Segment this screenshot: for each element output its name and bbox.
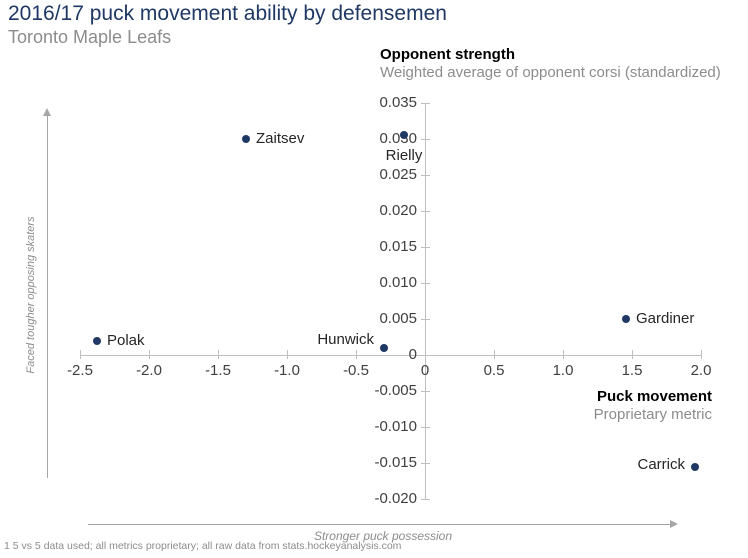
x-axis-tick-label: 0.5	[483, 362, 505, 379]
x-axis-tick	[218, 350, 219, 359]
chart-title: 2016/17 puck movement ability by defense…	[8, 2, 447, 25]
y-axis-tick	[421, 175, 430, 176]
y-axis-tick-label: -0.010	[374, 418, 417, 435]
x-axis-subtitle: Proprietary metric	[593, 406, 712, 423]
y-axis-tick	[421, 211, 430, 212]
y-axis-line	[425, 103, 426, 499]
y-axis-tick-label: 0.035	[379, 94, 417, 111]
x-direction-arrow-head-icon	[670, 520, 678, 528]
x-axis-tick	[632, 350, 633, 359]
y-axis-tick	[421, 499, 430, 500]
y-axis-subtitle: Weighted average of opponent corsi (stan…	[380, 64, 721, 81]
x-axis-tick	[287, 350, 288, 359]
y-axis-tick	[421, 247, 430, 248]
y-direction-arrow-label: Faced tougher opposing skaters	[25, 216, 37, 374]
y-axis-tick	[421, 391, 430, 392]
x-axis-title: Puck movement	[596, 388, 712, 405]
footnote: 1 5 vs 5 data used; all metrics propriet…	[4, 540, 402, 552]
data-point	[93, 337, 101, 345]
y-axis-tick-label: 0.010	[379, 274, 417, 291]
y-axis-tick-label: 0.015	[379, 238, 417, 255]
x-axis-tick	[563, 350, 564, 359]
x-axis-tick	[494, 350, 495, 359]
y-axis-tick	[421, 463, 430, 464]
x-axis-tick-label: 1.5	[621, 362, 643, 379]
data-point	[400, 131, 408, 139]
point-label: Carrick	[637, 456, 686, 473]
y-axis-tick-label: 0.005	[379, 310, 417, 327]
y-axis-tick-label: 0	[408, 346, 417, 363]
data-point	[242, 135, 250, 143]
y-axis-tick	[421, 355, 430, 356]
y-axis-title: Opponent strength	[380, 46, 515, 63]
y-axis-header: Opponent strength Weighted average of op…	[380, 46, 721, 82]
data-point	[622, 315, 630, 323]
x-axis-tick-label: -1.5	[205, 362, 231, 379]
y-axis-tick	[421, 283, 430, 284]
x-axis-header: Puck movement Proprietary metric	[594, 388, 712, 424]
y-axis-tick-label: -0.015	[374, 454, 417, 471]
point-label: Polak	[107, 332, 145, 349]
x-axis-tick-label: -2.5	[67, 362, 93, 379]
y-axis-tick-label: -0.020	[374, 490, 417, 507]
y-axis-tick	[421, 319, 430, 320]
y-axis-tick-label: 0.020	[379, 202, 417, 219]
x-axis-tick	[701, 350, 702, 359]
y-axis-tick	[421, 139, 430, 140]
point-label: Gardiner	[636, 310, 695, 327]
x-axis-tick	[425, 350, 426, 359]
x-direction-arrow-label: Stronger puck possession	[313, 529, 453, 543]
x-axis-tick-label: 2.0	[690, 362, 712, 379]
x-axis-tick-label: -0.5	[343, 362, 369, 379]
y-direction-arrow-head-icon	[43, 108, 51, 116]
y-axis-tick-label: 0.025	[379, 166, 417, 183]
x-axis-tick	[149, 350, 150, 359]
x-axis-tick-label: -2.0	[136, 362, 162, 379]
x-axis-tick	[356, 350, 357, 359]
chart-subtitle: Toronto Maple Leafs	[8, 27, 172, 47]
x-axis-tick-label: 1.0	[552, 362, 574, 379]
y-direction-arrow-line	[47, 116, 48, 478]
x-axis-tick-label: -1.0	[274, 362, 300, 379]
x-direction-arrow-line	[88, 524, 671, 525]
x-axis-line	[80, 355, 701, 356]
data-point	[691, 463, 699, 471]
data-point	[380, 344, 388, 352]
x-axis-tick	[80, 350, 81, 359]
point-label: Zaitsev	[256, 130, 305, 147]
y-axis-tick	[421, 427, 430, 428]
y-axis-tick-label: -0.005	[374, 382, 417, 399]
point-label: Hunwick	[317, 331, 374, 348]
y-axis-tick	[421, 103, 430, 104]
point-label: Rielly	[385, 147, 423, 164]
x-axis-tick-label: 0	[420, 362, 430, 379]
